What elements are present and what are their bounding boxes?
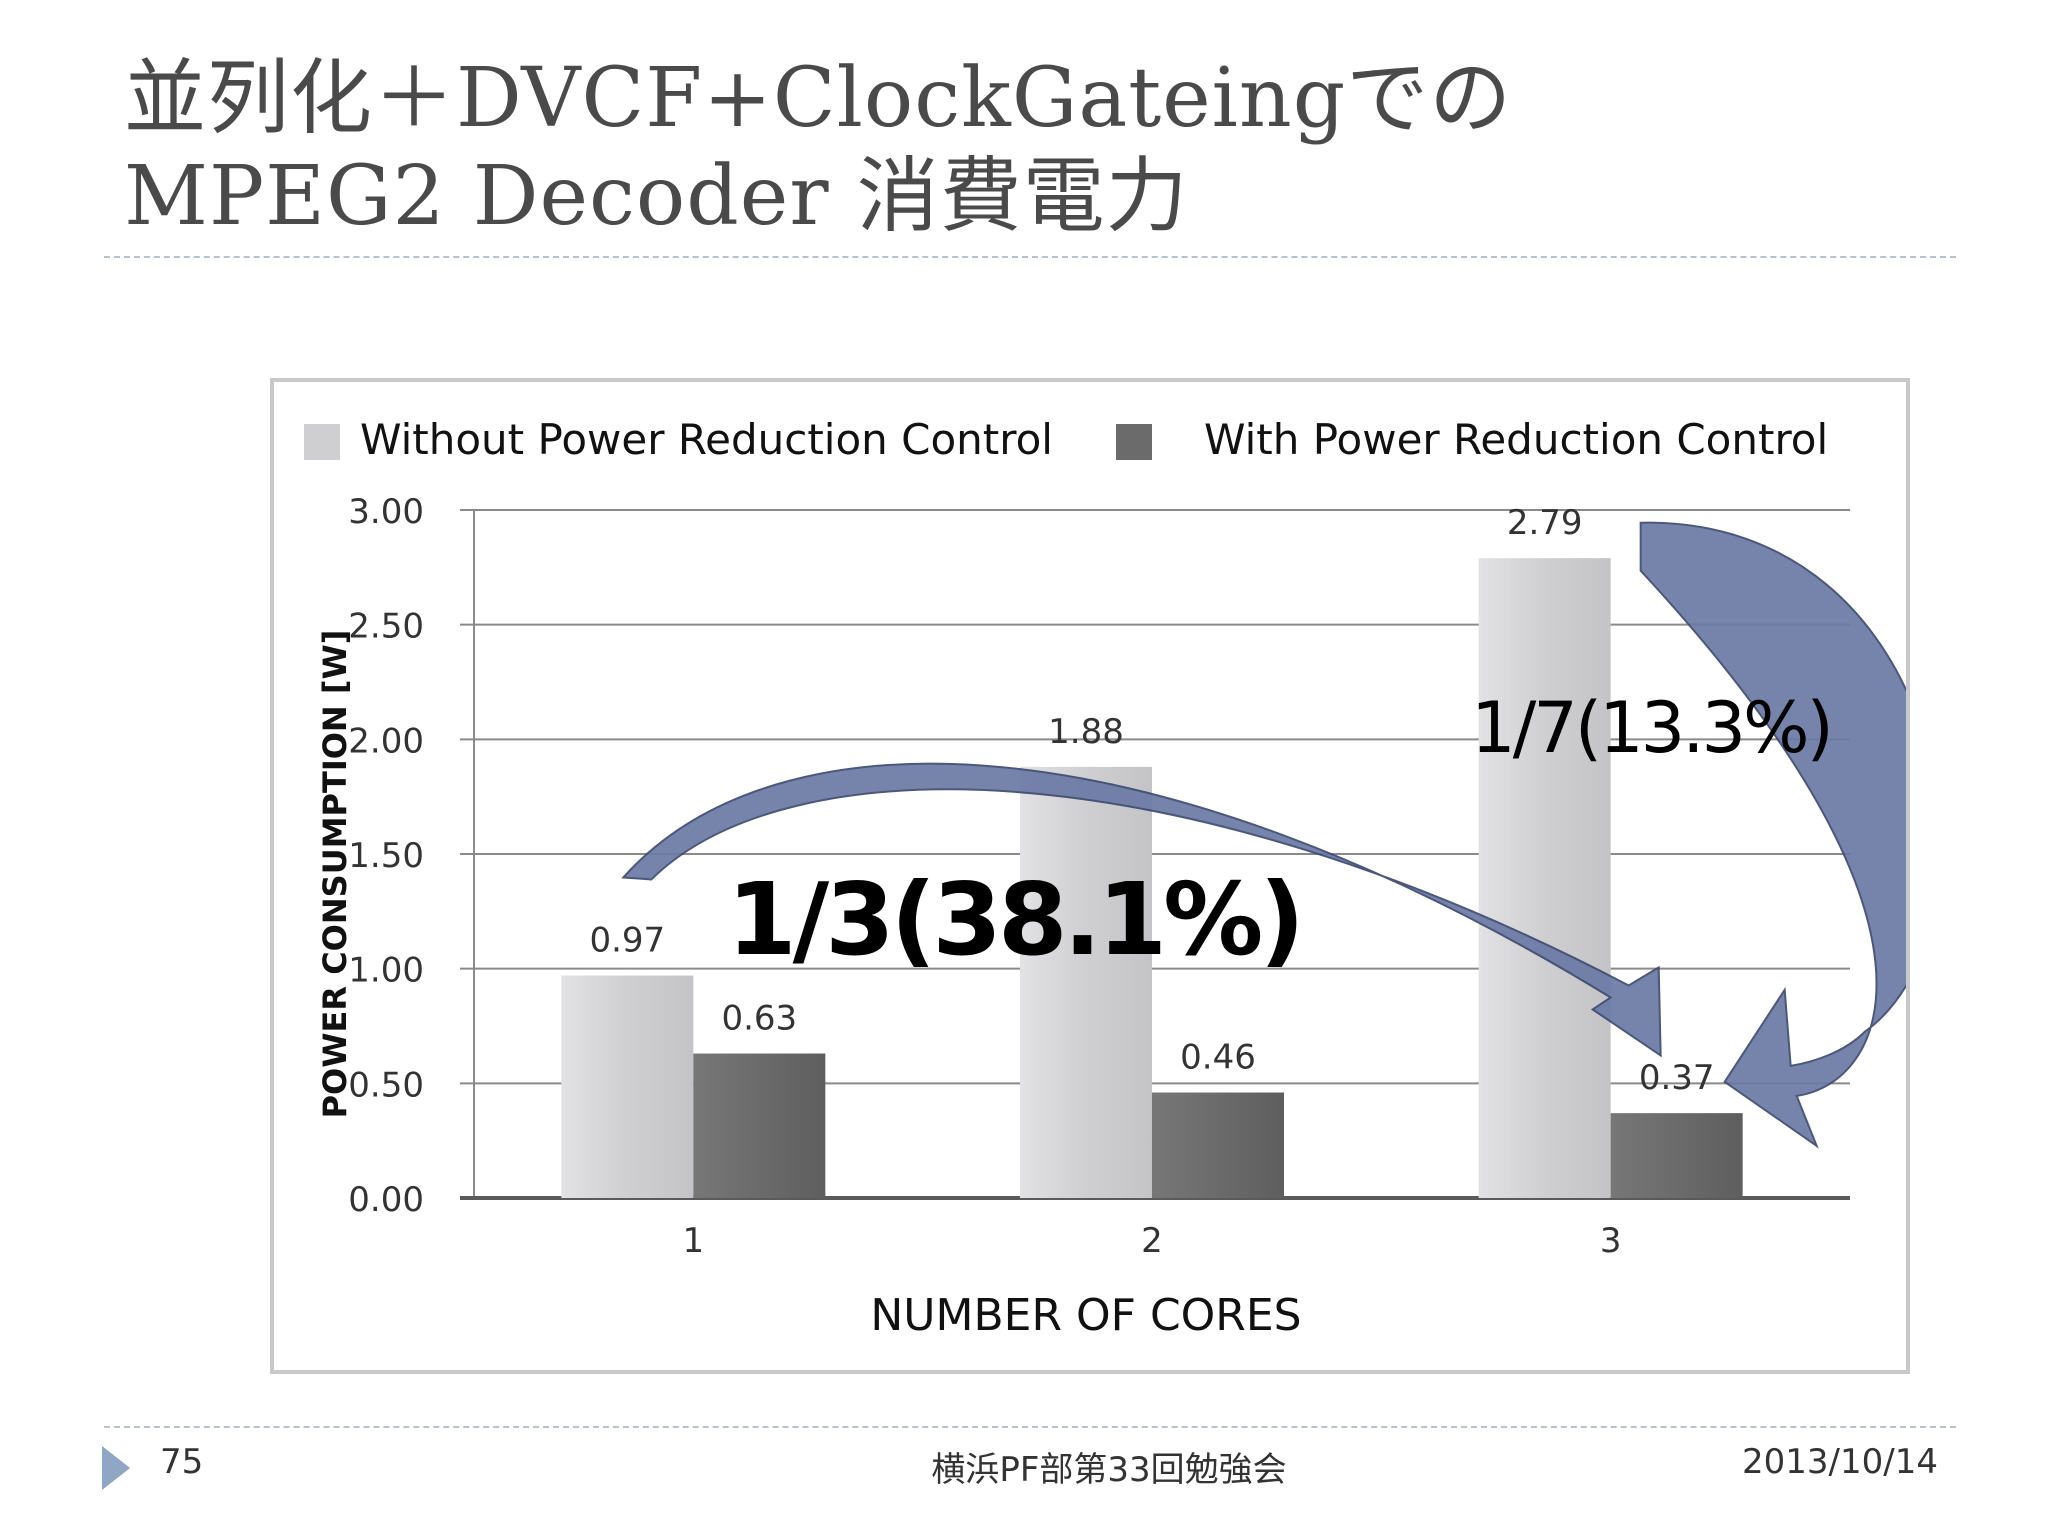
- bar-without-control: [1478, 558, 1611, 1198]
- footer-divider: [104, 1426, 1956, 1428]
- slide-title-line2: MPEG2 Decoder 消費電力: [124, 149, 1189, 244]
- annotation-one-seventh: 1/7(13.3%): [1471, 687, 1831, 769]
- y-tick-label: 1.00: [348, 951, 424, 991]
- slide-title: 並列化＋DVCF+ClockGateingでの MPEG2 Decoder 消費…: [124, 50, 1512, 246]
- power-consumption-chart: 0.00 0.50 1.00 1.50 2.00 2.50 3.00 0.97 0.63 1 1.8…: [304, 415, 1942, 1341]
- legend-label-without: Without Power Reduction Control: [360, 415, 1053, 464]
- y-tick-label: 0.50: [348, 1065, 424, 1105]
- legend-swatch-with: [1116, 424, 1152, 460]
- y-tick-label: 3.00: [348, 492, 424, 532]
- bar-with-control: [1152, 1092, 1284, 1198]
- data-label: 0.37: [1639, 1058, 1715, 1098]
- bar-without-control: [1020, 766, 1152, 1198]
- event-name: 横浜PF部第33回勉強会: [931, 1450, 1287, 1490]
- reduction-arrow-1-3: [621, 762, 1662, 1058]
- bar-without-control: [561, 975, 694, 1198]
- annotation-one-third: 1/3(38.1%): [727, 861, 1301, 978]
- bar-with-control: [693, 1053, 826, 1198]
- slide-title-line1: 並列化＋DVCF+ClockGateingでの: [124, 51, 1513, 146]
- x-tick-label: 1: [683, 1221, 705, 1261]
- data-label: 2.79: [1507, 503, 1583, 543]
- bar-with-control: [1610, 1113, 1743, 1198]
- y-tick-label: 2.00: [348, 721, 424, 761]
- data-label: 0.97: [589, 921, 665, 961]
- x-axis-title: NUMBER OF CORES: [870, 1290, 1301, 1341]
- y-tick-label: 2.50: [348, 607, 424, 647]
- x-tick-label: 2: [1141, 1221, 1163, 1261]
- data-label: 1.88: [1048, 712, 1124, 752]
- x-tick-label: 3: [1600, 1221, 1622, 1261]
- data-label: 0.46: [1180, 1038, 1256, 1078]
- chart-frame: 0.00 0.50 1.00 1.50 2.00 2.50 3.00 0.97 0.63 1 1.8…: [270, 378, 1942, 1374]
- slide-date: 2013/10/14: [1742, 1442, 1938, 1482]
- page-marker-icon: [102, 1446, 130, 1490]
- data-label: 0.63: [721, 999, 797, 1039]
- legend-label-with: With Power Reduction Control: [1204, 415, 1828, 464]
- y-tick-label: 0.00: [348, 1180, 424, 1220]
- y-tick-label: 1.50: [348, 836, 424, 876]
- page-number: 75: [160, 1442, 204, 1482]
- reduction-arrow-1-7: [1639, 521, 1942, 1149]
- y-axis-title: POWER CONSUMPTION [W]: [316, 630, 354, 1119]
- title-divider: [104, 256, 1956, 258]
- legend-swatch-without: [304, 424, 340, 460]
